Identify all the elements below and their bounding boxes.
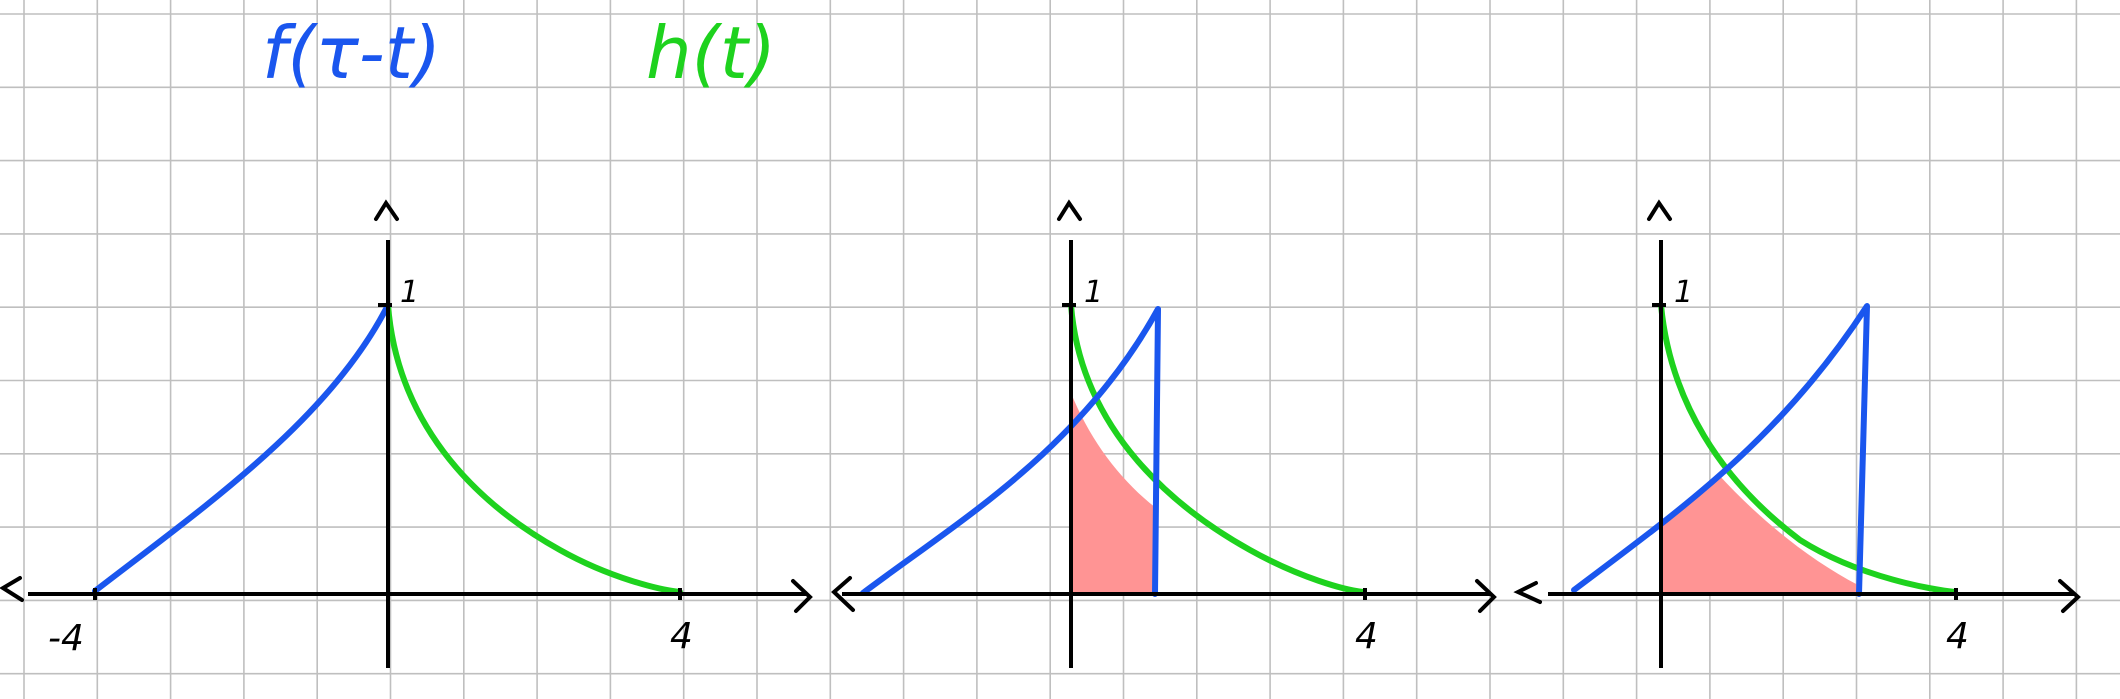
panel-2-x-axis-arrow-right — [1475, 579, 1497, 613]
panel-1: 1 -4 4 — [0, 199, 813, 668]
legend: f(τ-t) h(t) — [262, 11, 776, 95]
panel-2-y-axis-arrow — [1057, 199, 1082, 221]
panel-3-x-axis-arrow-right — [2058, 579, 2081, 613]
panel-2: 1 4 — [831, 199, 1497, 668]
panel-1-x-axis-arrow-left — [0, 576, 24, 602]
legend-green-label: h(t) — [646, 11, 776, 95]
panel-3-x-axis-arrow-left — [1513, 581, 1542, 604]
panel-1-x-tick-label-left: -4 — [48, 618, 84, 659]
panel-3: 1 4 — [1513, 199, 2081, 668]
panel-3-overlap-area — [1661, 474, 1858, 594]
panel-2-x-axis-arrow-left — [831, 576, 855, 612]
panel-3-y-axis-arrow — [1647, 199, 1672, 221]
panel-2-y-tick-label: 1 — [1084, 275, 1103, 310]
panel-3-green-curve — [1658, 302, 1958, 595]
panel-1-x-tick-label-right: 4 — [670, 616, 693, 657]
panel-3-x-tick-label-right: 4 — [1946, 616, 1969, 657]
panel-1-y-axis-arrow — [374, 199, 399, 221]
panel-2-x-tick-label-right: 4 — [1355, 616, 1378, 657]
panel-1-y-tick-label: 1 — [400, 275, 419, 310]
panel-1-x-axis-arrow-right — [791, 579, 813, 613]
panel-2-blue-curve — [860, 306, 1161, 597]
legend-blue-label: f(τ-t) — [262, 11, 441, 95]
panel-2-overlap-area — [1071, 393, 1156, 594]
panel-3-y-tick-label: 1 — [1674, 275, 1693, 310]
panel-1-green-curve — [385, 302, 683, 595]
panel-1-blue-curve — [92, 302, 391, 594]
panel-2-green-curve — [1068, 302, 1366, 595]
panel-3-blue-curve — [1571, 303, 1870, 597]
